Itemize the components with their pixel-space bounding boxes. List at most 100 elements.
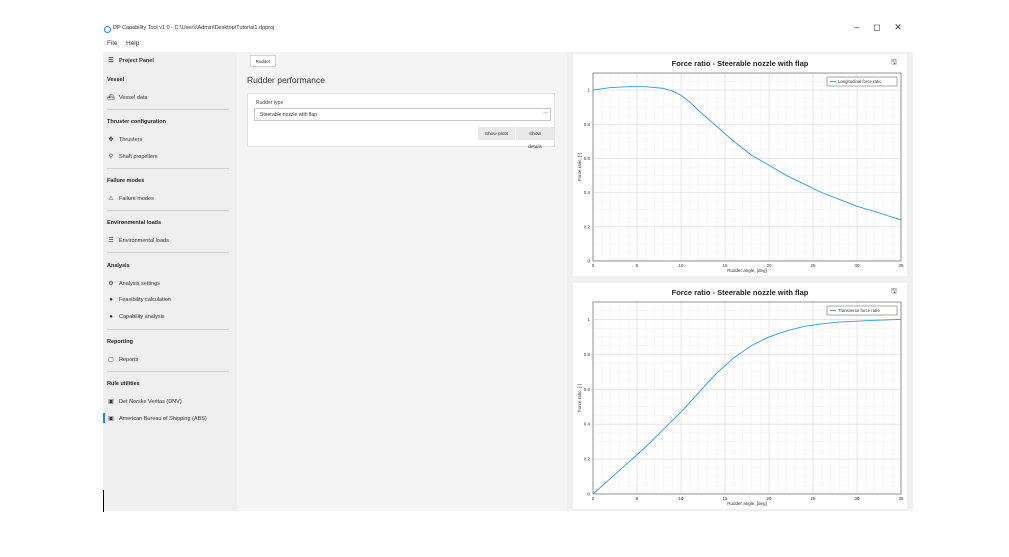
- sidebar-item-label: Shaft propellers: [119, 154, 158, 160]
- menu-file[interactable]: File: [107, 40, 118, 47]
- sidebar-item-label: American Bureau of Shipping (ABS): [119, 416, 207, 422]
- section-vessel: Vessel: [107, 77, 125, 83]
- capability-icon: ●: [109, 314, 113, 320]
- divider: [107, 109, 229, 110]
- ship-icon: ⛴: [107, 95, 115, 101]
- chart-title: Force ratio - Steerable nozzle with flap: [671, 59, 809, 68]
- x-tick-label: 35: [898, 496, 904, 501]
- divider: [107, 252, 229, 253]
- rudder-type-select[interactable]: Steerable nozzle with flap: [254, 108, 551, 121]
- save-icon[interactable]: 🖫: [891, 288, 897, 295]
- sidebar-item-dnv[interactable]: ▣ Det Norske Veritas (DNV): [107, 398, 182, 405]
- app-logo-icon: [104, 26, 111, 33]
- settings-icon: ⚙: [108, 281, 114, 287]
- x-tick-label: 0: [592, 263, 595, 268]
- x-tick-label: 20: [766, 496, 772, 501]
- text-cursor: [103, 490, 104, 512]
- y-tick-label: 0.8: [584, 352, 591, 357]
- sidebar-item-feasibility-calculation[interactable]: ● Feasibility calculation: [107, 297, 171, 303]
- longitudinal-chart-svg: 0 5 10 15 20 25 30 35 0 0.2 0.4 0.6 0.8 1 Rudder angle…: [577, 72, 904, 273]
- legend-entry: Longitudinal force ratio: [838, 79, 882, 84]
- sidebar-item-label: Thrusters: [119, 137, 143, 143]
- x-tick-label: 35: [898, 263, 904, 268]
- x-tick-label: 15: [722, 263, 728, 268]
- chevron-down-icon: ﹀: [543, 112, 549, 118]
- transverse-chart-svg: 0 5 10 15 20 25 30 35 0 0.2 0.4 0.6 0.8 1 Rudder angle…: [577, 301, 904, 506]
- y-axis-label: Force ratio, [-]: [577, 153, 582, 181]
- transverse-chart: 0 5 10 15 20 25 30 35 0 0.2 0.4 0.6 0.8 1 Rudder angle…: [573, 283, 907, 509]
- series-line: [592, 86, 902, 221]
- x-tick-label: 10: [678, 263, 684, 268]
- x-tick-label: 15: [722, 496, 728, 501]
- x-tick-label: 10: [678, 496, 684, 501]
- sidebar-item-abs[interactable]: ▣ American Bureau of Shipping (ABS): [107, 415, 207, 422]
- x-tick-label: 30: [854, 263, 860, 268]
- tab-rudder[interactable]: Rudder: [250, 55, 276, 67]
- section-reporting: Reporting: [107, 339, 133, 345]
- rulebook-icon: ▣: [108, 399, 114, 405]
- y-tick-label: 0.6: [584, 156, 591, 161]
- propeller-icon: ⚲: [108, 154, 114, 160]
- sidebar-item-vessel-data[interactable]: ⛴ Vessel data: [107, 94, 147, 101]
- section-analysis: Analysis: [107, 263, 130, 269]
- y-tick-label: 0.8: [584, 122, 591, 127]
- title-bar: [0, 0, 1009, 58]
- legend-entry: Transverse force ratio: [838, 308, 880, 313]
- x-tick-label: 20: [766, 263, 772, 268]
- sidebar-item-shaft-propellers[interactable]: ⚲ Shaft propellers: [107, 153, 158, 160]
- x-tick-label: 5: [636, 496, 639, 501]
- sidebar-item-label: Feasibility calculation: [119, 297, 171, 303]
- close-button[interactable]: ✕: [894, 22, 902, 32]
- menu-help[interactable]: Help: [126, 40, 140, 47]
- x-tick-label: 0: [592, 496, 595, 501]
- legend-box: [826, 76, 898, 87]
- x-axis-label: Rudder angle, [deg]: [727, 501, 767, 506]
- sidebar-item-failure-modes[interactable]: ⚠ Failure modes: [107, 195, 154, 202]
- window-title: DP Capability Tool v1.0 - C:\Users\Admin…: [113, 25, 275, 31]
- sidebar-item-label: Det Norske Veritas (DNV): [119, 399, 182, 405]
- divider: [107, 371, 229, 372]
- plot-frame: [592, 72, 902, 262]
- y-tick-label: 1: [587, 88, 590, 93]
- series-line: [592, 319, 902, 495]
- y-tick-label: 0.2: [584, 457, 591, 462]
- sidebar-item-reports[interactable]: ▢ Reports: [107, 356, 138, 363]
- project-panel: ☰ Project Panel Vessel ⛴ Vessel data Thrus…: [103, 52, 237, 511]
- menu-icon: ☰: [108, 58, 114, 64]
- waves-icon: ☰: [108, 238, 114, 244]
- sidebar-item-label: Failure modes: [119, 196, 154, 202]
- y-axis-label: Force ratio, [-]: [577, 384, 582, 412]
- sidebar-item-thrusters[interactable]: ✤ Thrusters: [107, 136, 142, 143]
- sidebar-item-environmental-loads[interactable]: ☰ Environmental loads: [107, 237, 169, 244]
- legend-box: [826, 305, 898, 316]
- sidebar-item-label: Environmental loads: [119, 238, 169, 244]
- sidebar-item-label: Vessel data: [119, 95, 148, 101]
- rulebook-icon: ▣: [108, 416, 114, 422]
- failure-icon: ⚠: [108, 196, 114, 202]
- show-details-button[interactable]: Show details: [516, 127, 554, 150]
- report-icon: ▢: [108, 357, 114, 363]
- minimize-button[interactable]: –: [854, 22, 860, 32]
- y-tick-label: 0.2: [584, 224, 591, 229]
- x-axis-label: Rudder angle, [deg]: [727, 268, 767, 273]
- y-tick-label: 0.4: [584, 190, 591, 195]
- y-tick-label: 0: [587, 492, 590, 497]
- section-rule-utilities: Rule utilities: [107, 381, 140, 387]
- show-plots-button[interactable]: Show plots: [478, 127, 515, 140]
- y-tick-label: 0.4: [584, 422, 591, 427]
- section-environmental-loads: Environmental loads: [107, 220, 162, 226]
- rudder-type-label: Rudder type: [256, 100, 284, 106]
- maximize-button[interactable]: ◻: [873, 22, 881, 32]
- save-icon[interactable]: 🖫: [891, 59, 897, 66]
- page-title: Rudder performance: [247, 75, 325, 85]
- sidebar-item-analysis-settings[interactable]: ⚙ Analysis settings: [107, 280, 160, 287]
- section-failure-modes: Failure modes: [107, 178, 145, 184]
- section-thruster-configuration: Thruster configuration: [107, 119, 166, 125]
- sidebar-item-capability-analysis[interactable]: ● Capability analysis: [107, 314, 164, 320]
- project-panel-toggle[interactable]: ☰ Project Panel: [107, 57, 154, 64]
- sidebar-item-label: Reports: [119, 357, 139, 363]
- x-tick-label: 5: [636, 263, 639, 268]
- thruster-icon: ✤: [108, 137, 114, 143]
- chart-title: Force ratio - Steerable nozzle with flap: [671, 288, 809, 297]
- longitudinal-chart: 0 5 10 15 20 25 30 35 0 0.2 0.4 0.6 0.8 1 Rudder angle…: [573, 54, 907, 276]
